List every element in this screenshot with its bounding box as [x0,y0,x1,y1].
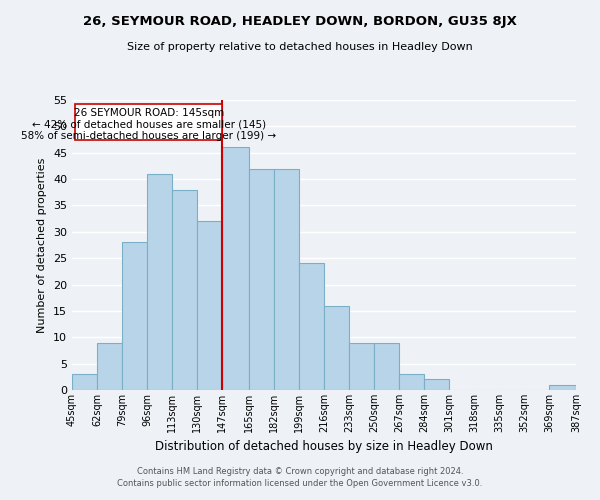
Bar [399,374,424,390]
Text: 26 SEYMOUR ROAD: 145sqm: 26 SEYMOUR ROAD: 145sqm [74,108,224,118]
Bar [197,222,223,390]
Text: Size of property relative to detached houses in Headley Down: Size of property relative to detached ho… [127,42,473,52]
Bar [72,374,97,390]
X-axis label: Distribution of detached houses by size in Headley Down: Distribution of detached houses by size … [155,440,493,454]
Y-axis label: Number of detached properties: Number of detached properties [37,158,47,332]
Text: Contains public sector information licensed under the Open Government Licence v3: Contains public sector information licen… [118,478,482,488]
Bar [550,384,576,390]
Bar [122,242,147,390]
Bar [249,168,274,390]
Bar [172,190,197,390]
Bar [274,168,299,390]
Bar [147,174,172,390]
Bar [349,342,374,390]
Bar [424,380,449,390]
Text: ← 42% of detached houses are smaller (145): ← 42% of detached houses are smaller (14… [32,120,266,130]
Bar [97,342,122,390]
Bar [223,148,249,390]
Bar [299,264,324,390]
FancyBboxPatch shape [75,104,223,140]
Text: 58% of semi-detached houses are larger (199) →: 58% of semi-detached houses are larger (… [21,131,276,141]
Bar [324,306,349,390]
Text: Contains HM Land Registry data © Crown copyright and database right 2024.: Contains HM Land Registry data © Crown c… [137,467,463,476]
Text: 26, SEYMOUR ROAD, HEADLEY DOWN, BORDON, GU35 8JX: 26, SEYMOUR ROAD, HEADLEY DOWN, BORDON, … [83,15,517,28]
Bar [374,342,399,390]
